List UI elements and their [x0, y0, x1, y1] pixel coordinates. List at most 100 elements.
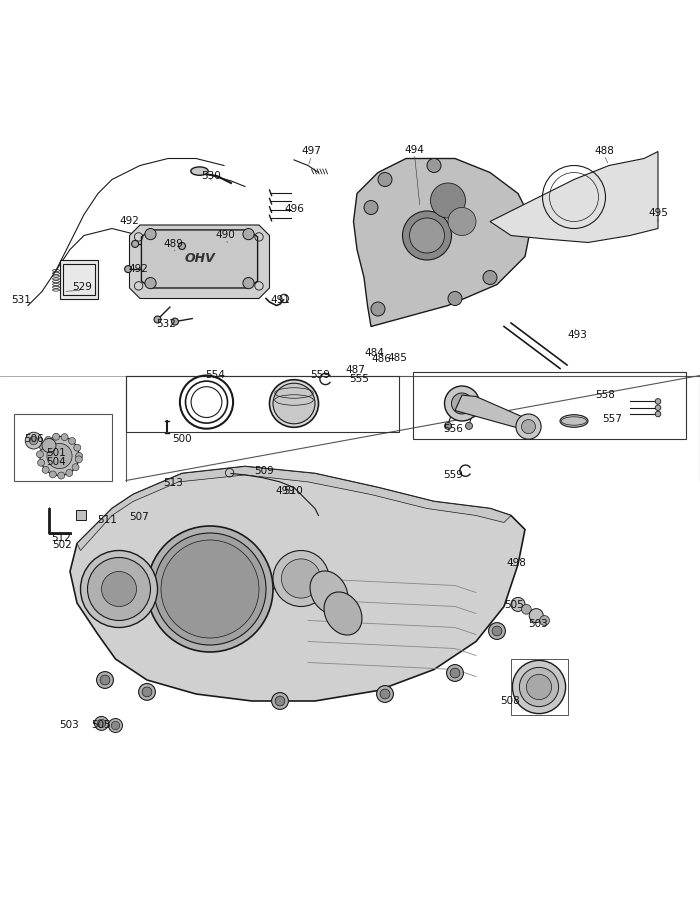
Circle shape [410, 218, 444, 253]
Text: 505: 505 [505, 600, 524, 610]
Circle shape [76, 452, 83, 460]
Text: 513: 513 [164, 478, 183, 488]
Polygon shape [70, 467, 525, 701]
Circle shape [88, 558, 150, 620]
Text: 559: 559 [444, 470, 463, 480]
Circle shape [444, 423, 452, 429]
Circle shape [483, 270, 497, 285]
Circle shape [154, 533, 266, 645]
Circle shape [522, 420, 536, 434]
Text: 484: 484 [365, 348, 384, 358]
Text: 489: 489 [164, 239, 183, 249]
Ellipse shape [560, 414, 588, 427]
Circle shape [655, 399, 661, 404]
Circle shape [97, 720, 106, 728]
Circle shape [380, 689, 390, 699]
Ellipse shape [324, 592, 362, 635]
Text: 496: 496 [284, 204, 304, 214]
Circle shape [492, 626, 502, 636]
Circle shape [45, 437, 52, 444]
Bar [14, 414, 112, 481]
Circle shape [243, 229, 254, 240]
Bar [60, 260, 98, 299]
Circle shape [466, 423, 472, 429]
Polygon shape [354, 158, 532, 326]
Circle shape [448, 208, 476, 235]
Text: 491: 491 [270, 295, 290, 305]
Circle shape [378, 173, 392, 187]
Circle shape [273, 550, 329, 607]
Circle shape [72, 464, 79, 471]
Circle shape [489, 622, 505, 640]
Text: OHV: OHV [184, 252, 215, 265]
Circle shape [52, 433, 60, 440]
Circle shape [29, 437, 38, 445]
Text: 486: 486 [372, 355, 391, 365]
Circle shape [57, 472, 64, 479]
Text: 501: 501 [46, 448, 66, 458]
Ellipse shape [273, 383, 315, 424]
Circle shape [66, 470, 73, 476]
Circle shape [272, 693, 288, 709]
Circle shape [161, 540, 259, 638]
Text: 502: 502 [52, 539, 71, 550]
Circle shape [74, 444, 80, 451]
Text: 558: 558 [596, 390, 615, 400]
Text: 485: 485 [388, 353, 407, 363]
Bar [63, 264, 94, 295]
Text: 497: 497 [302, 146, 321, 156]
Polygon shape [490, 152, 658, 243]
Circle shape [402, 211, 452, 260]
Text: 488: 488 [594, 146, 614, 156]
Circle shape [69, 437, 76, 445]
Bar [76, 510, 86, 520]
Circle shape [108, 719, 122, 732]
Polygon shape [77, 467, 511, 550]
Text: 530: 530 [202, 171, 221, 181]
Ellipse shape [270, 380, 318, 427]
Circle shape [447, 664, 463, 681]
Circle shape [450, 668, 460, 678]
Bar [511, 659, 568, 715]
Circle shape [139, 684, 155, 700]
Text: 492: 492 [120, 217, 139, 226]
Text: 509: 509 [254, 467, 274, 476]
Circle shape [516, 414, 541, 439]
Text: 500: 500 [172, 434, 192, 444]
Circle shape [522, 605, 531, 614]
Circle shape [125, 266, 132, 273]
Circle shape [47, 443, 72, 469]
Circle shape [511, 597, 525, 611]
Circle shape [243, 278, 254, 289]
Text: 511: 511 [97, 516, 117, 526]
Text: 510: 510 [283, 486, 302, 496]
Text: 505: 505 [92, 720, 111, 731]
Circle shape [154, 316, 161, 323]
Text: 503: 503 [528, 619, 547, 629]
Circle shape [40, 437, 79, 476]
Circle shape [172, 318, 178, 325]
Circle shape [102, 572, 136, 607]
Text: 532: 532 [157, 320, 176, 329]
Circle shape [97, 672, 113, 688]
Circle shape [61, 434, 68, 440]
Text: 507: 507 [129, 512, 148, 522]
Text: 503: 503 [59, 720, 78, 731]
Circle shape [512, 661, 566, 713]
Circle shape [275, 696, 285, 706]
Circle shape [529, 608, 543, 622]
Circle shape [540, 616, 550, 626]
Circle shape [281, 559, 321, 598]
Circle shape [448, 291, 462, 305]
Circle shape [444, 386, 480, 421]
Circle shape [371, 302, 385, 316]
Text: 504: 504 [46, 457, 66, 467]
Text: 512: 512 [52, 533, 71, 543]
Circle shape [42, 438, 56, 452]
Bar [413, 372, 686, 438]
Circle shape [80, 550, 158, 628]
Polygon shape [130, 225, 270, 299]
Bar [126, 376, 399, 432]
Circle shape [94, 717, 108, 731]
Text: 487: 487 [345, 365, 365, 375]
